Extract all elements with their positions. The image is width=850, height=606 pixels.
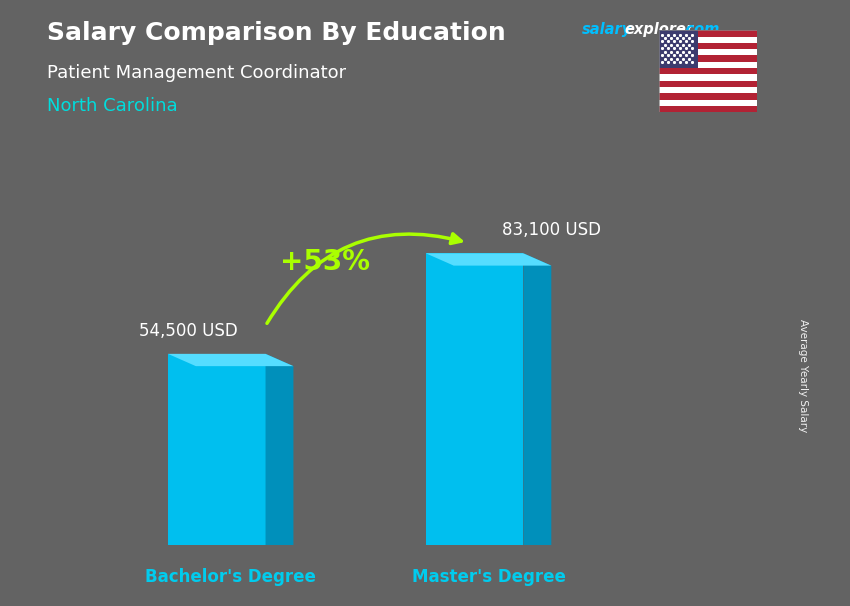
Bar	[659, 75, 756, 81]
Bar	[659, 99, 756, 106]
Text: Average Yearly Salary: Average Yearly Salary	[798, 319, 808, 432]
Bar	[659, 43, 756, 49]
Text: .com: .com	[680, 22, 719, 38]
Bar	[659, 87, 756, 93]
Bar	[659, 68, 756, 75]
Polygon shape	[168, 354, 293, 366]
Text: Patient Management Coordinator: Patient Management Coordinator	[47, 64, 346, 82]
Bar	[659, 30, 756, 36]
Bar	[659, 93, 756, 99]
Text: Bachelor's Degree: Bachelor's Degree	[145, 568, 316, 586]
Text: Master's Degree: Master's Degree	[411, 568, 565, 586]
Bar	[659, 36, 756, 43]
Polygon shape	[426, 253, 524, 545]
Bar	[659, 62, 756, 68]
Bar	[659, 56, 756, 62]
Text: salary: salary	[582, 22, 632, 38]
Text: 54,500 USD: 54,500 USD	[139, 322, 238, 340]
Text: North Carolina: North Carolina	[47, 97, 178, 115]
Text: 83,100 USD: 83,100 USD	[502, 221, 601, 239]
Bar	[659, 49, 756, 56]
Polygon shape	[265, 354, 293, 558]
Text: explorer: explorer	[625, 22, 694, 38]
Text: Salary Comparison By Education: Salary Comparison By Education	[47, 21, 506, 45]
Bar	[659, 81, 756, 87]
Bar	[659, 30, 698, 68]
Polygon shape	[168, 354, 265, 545]
Polygon shape	[426, 253, 552, 265]
Text: +53%: +53%	[280, 248, 370, 276]
Polygon shape	[524, 253, 552, 558]
Bar	[659, 106, 756, 112]
